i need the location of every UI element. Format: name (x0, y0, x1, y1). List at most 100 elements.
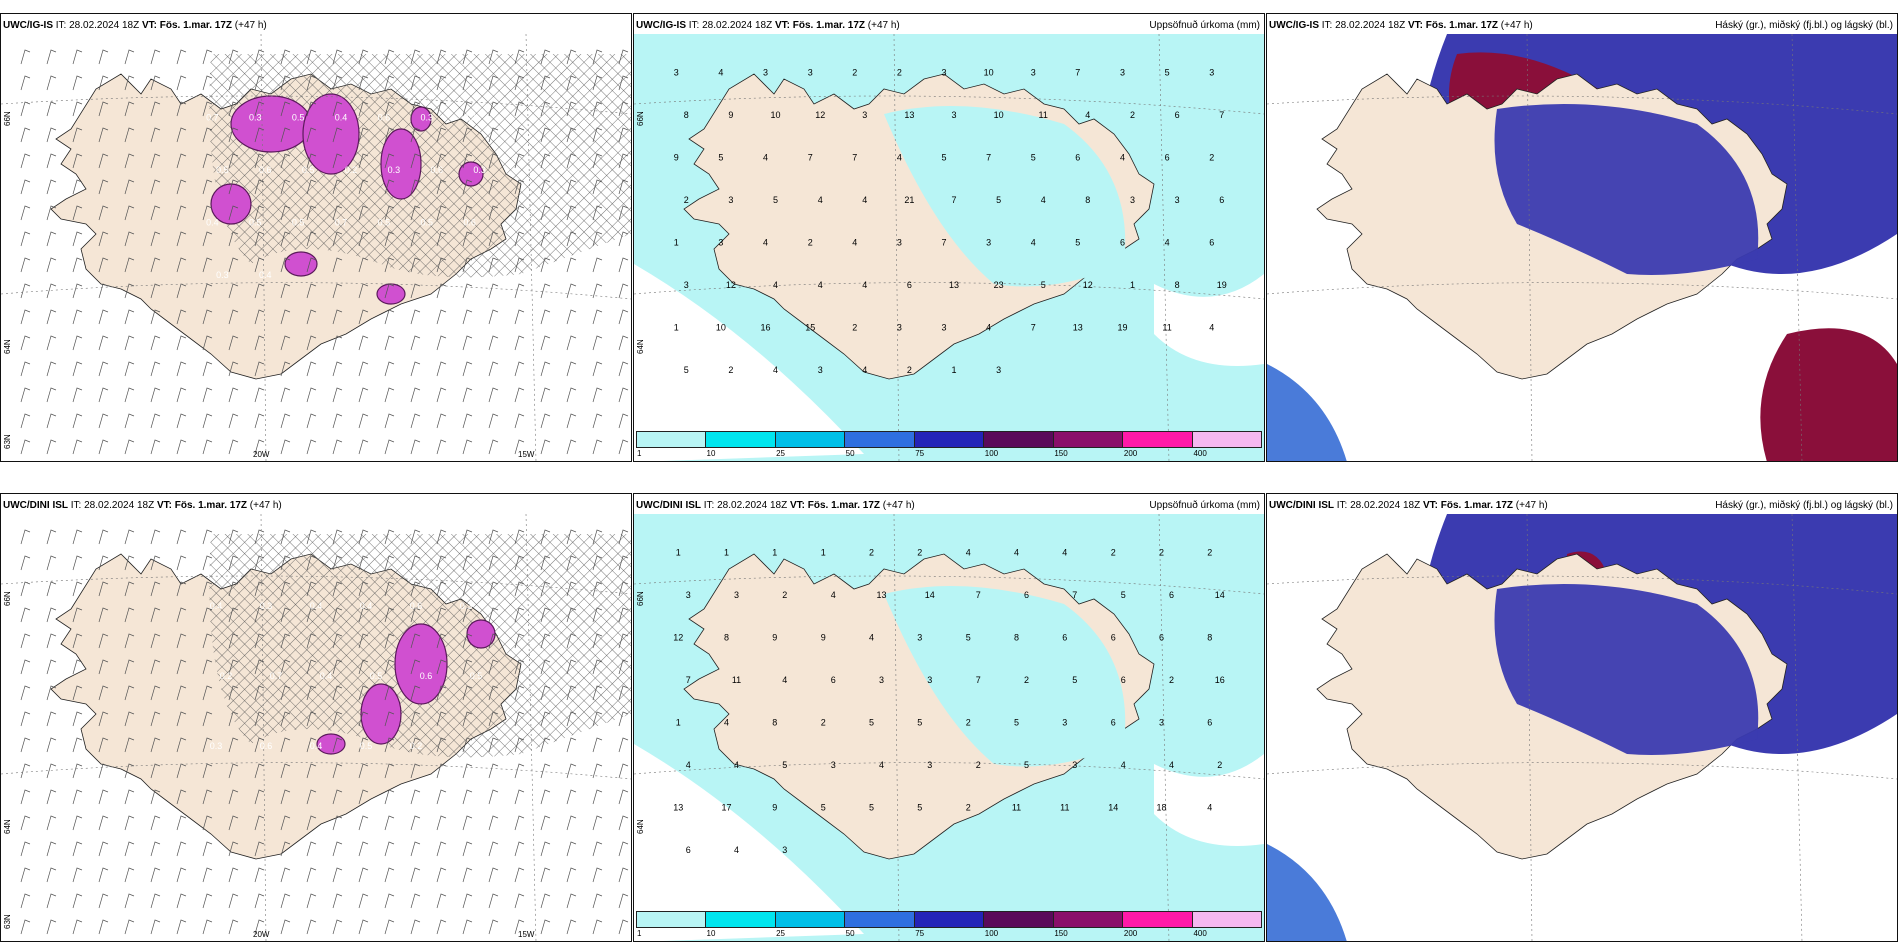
precip-map[interactable]: 3 4 3 3 2 2 3 10 3 7 3 5 38 9 10 12 3 13 3 10 11 4 2 6 79 5 4 7 7 4 5 7… (634, 34, 1264, 462)
wind-barb (280, 633, 291, 649)
wind-barb (20, 257, 31, 273)
wind-barb (436, 413, 447, 429)
map-panel-3[interactable]: UWC/IG-IS IT: 28.02.2024 18Z VT: Fös. 1.… (1266, 13, 1898, 462)
snow-max-area (394, 623, 448, 705)
wind-barb (228, 555, 239, 571)
map-panel-5[interactable]: UWC/DINI ISL IT: 28.02.2024 18Z VT: Fös.… (633, 493, 1265, 942)
wind-barb (176, 49, 187, 65)
map-panel-4[interactable]: UWC/DINI ISL IT: 28.02.2024 18Z VT: Fös.… (0, 493, 632, 942)
wind-barb (540, 711, 551, 727)
map-panel-6[interactable]: UWC/DINI ISL IT: 28.02.2024 18Z VT: Fös.… (1266, 493, 1898, 942)
wind-barb (124, 179, 135, 195)
wind-barb (358, 179, 369, 195)
wind-barb (20, 335, 31, 351)
value-label: 2 (1024, 675, 1029, 685)
value-label: 4 (734, 845, 739, 855)
wind-barb (306, 919, 317, 935)
wind-barb (332, 205, 343, 221)
value-label: 3 (862, 110, 867, 120)
value-label: 3 (1175, 195, 1180, 205)
wind-barb (566, 257, 577, 273)
wind-barb (228, 867, 239, 883)
wind-map[interactable]: 0.7 0.3 0.5 0.4 0.6 0.3 0.3 0.5 0.6 0.5 0.2 0.3 0.6 0… (1, 34, 631, 462)
value-label: 0.7 (270, 671, 283, 681)
wind-barb (540, 439, 551, 455)
cloud-map[interactable] (1267, 34, 1897, 462)
wind-barb (592, 529, 603, 545)
value-label: 6 (1075, 152, 1080, 162)
value-label: 0.3 (463, 112, 476, 122)
value-label: 1 (951, 365, 956, 375)
no-precip-area (634, 264, 864, 461)
wind-barb (306, 555, 317, 571)
map-panel-2[interactable]: UWC/IG-IS IT: 28.02.2024 18Z VT: Fös. 1.… (633, 13, 1265, 462)
wind-barb (436, 127, 447, 143)
value-label: 23 (994, 280, 1004, 290)
wind-barb (228, 763, 239, 779)
panel-vt-label: VT: (1407, 20, 1423, 31)
wind-barb (280, 387, 291, 403)
wind-barb (280, 127, 291, 143)
wind-barb (618, 75, 629, 91)
wind-barb (436, 439, 447, 455)
graticule (1, 514, 631, 941)
colorbar-swatch (1192, 432, 1261, 447)
parallel-line (1267, 575, 1897, 595)
wind-barb (176, 867, 187, 883)
wind-barb (280, 659, 291, 675)
value-label: 6 (1165, 152, 1170, 162)
wind-barb (436, 711, 447, 727)
value-label: 0.3 (420, 112, 433, 122)
value-label: 19 (1217, 280, 1227, 290)
colorbar-swatch (845, 432, 915, 447)
wind-barb (566, 919, 577, 935)
wind-barb (332, 439, 343, 455)
value-label: 0.4 (320, 671, 333, 681)
wind-barb (98, 257, 109, 273)
wind-barb (124, 257, 135, 273)
wind-barb (46, 101, 57, 117)
wind-barb (254, 257, 265, 273)
wind-barb (358, 439, 369, 455)
value-label: 0.7 (206, 112, 219, 122)
value-label: 7 (1031, 322, 1036, 332)
wind-barb (202, 309, 213, 325)
value-label: 1 (674, 322, 679, 332)
parallel-line (1, 282, 631, 300)
wind-barb (98, 919, 109, 935)
value-label: 6 (1169, 590, 1174, 600)
wind-barb (176, 361, 187, 377)
value-label: 9 (772, 632, 777, 642)
wind-barb (566, 179, 577, 195)
wind-barb (488, 309, 499, 325)
wind-barb (384, 179, 395, 195)
wind-barb (254, 361, 265, 377)
value-label: 0.2 (410, 741, 423, 751)
wind-barb (566, 867, 577, 883)
wind-barb (384, 763, 395, 779)
value-label: 5 (1041, 280, 1046, 290)
wind-barb (436, 581, 447, 597)
wind-barb (384, 361, 395, 377)
wind-barb (150, 231, 161, 247)
wind-barb (488, 205, 499, 221)
wind-barb (358, 555, 369, 571)
wind-barb (98, 659, 109, 675)
value-label: 7 (1075, 67, 1080, 77)
wind-barb (488, 387, 499, 403)
cloud-map[interactable] (1267, 514, 1897, 942)
value-label: 5 (996, 195, 1001, 205)
map-panel-1[interactable]: UWC/IG-IS IT: 28.02.2024 18Z VT: Fös. 1.… (0, 13, 632, 462)
wind-barb (358, 529, 369, 545)
wind-map[interactable]: 0.4 0.3 0.4 0.4 0.6 0.3 0.2 0.7 0.4 0.5 0.6 0.5 0.3 0… (1, 514, 631, 942)
wind-barb (98, 607, 109, 623)
value-label: 7 (986, 152, 991, 162)
value-label: 3 (734, 590, 739, 600)
wind-barb (150, 387, 161, 403)
value-label: 0.3 (260, 601, 273, 611)
value-label: 14 (1215, 590, 1225, 600)
wind-barb (20, 763, 31, 779)
value-label: 8 (1175, 280, 1180, 290)
wind-barb (202, 179, 213, 195)
